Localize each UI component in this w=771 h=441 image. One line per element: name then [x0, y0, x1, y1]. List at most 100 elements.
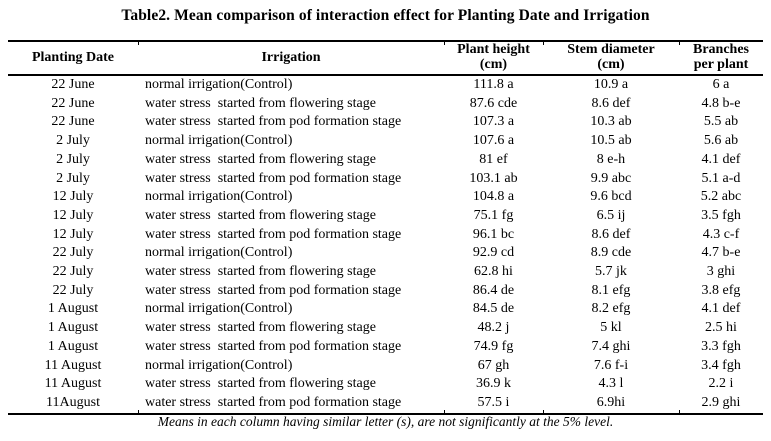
table-row: 22 July water stress started from pod fo… — [8, 282, 763, 301]
cell-planting-date: 22 June — [51, 114, 95, 130]
cell-branches-per-plant: 4.7 b-e — [701, 245, 741, 261]
col-header-irrigation: Irrigation — [138, 41, 444, 76]
cell-planting-date: 12 July — [52, 226, 94, 242]
cell-branches-per-plant: 3 ghi — [706, 264, 736, 280]
cell-stem-diameter: 8.9 cde — [590, 245, 632, 261]
col-header-stem-diameter-line2: (cm) — [597, 56, 625, 72]
cell-irrigation: water stress started from pod formation … — [145, 394, 402, 410]
table-row: 2 July water stress started from pod for… — [8, 170, 763, 189]
cell-irrigation: water stress started from flowering stag… — [145, 376, 376, 392]
cell-branches-per-plant: 4.1 def — [701, 151, 741, 167]
cell-planting-date: 1 August — [47, 338, 99, 354]
cell-stem-diameter: 8.1 efg — [591, 282, 631, 298]
cell-irrigation: water stress started from flowering stag… — [145, 95, 376, 111]
cell-branches-per-plant: 3.4 fgh — [701, 357, 741, 373]
cell-planting-date: 2 July — [56, 133, 90, 149]
table-title: Table2. Mean comparison of interaction e… — [121, 7, 650, 24]
col-header-plant-height-line1: Plant height — [457, 42, 530, 57]
column-rule-tick — [679, 409, 680, 414]
cell-irrigation: water stress started from pod formation … — [145, 282, 402, 298]
col-header-plant-height-line2: (cm) — [479, 56, 508, 72]
col-header-plant-height: Plant height (cm) — [444, 41, 543, 76]
cell-plant-height: 67 gh — [477, 357, 510, 373]
column-rule-tick — [543, 409, 544, 414]
cell-branches-per-plant: 4.8 b-e — [701, 95, 741, 111]
table-footnote: Means in each column having similar lett… — [157, 414, 614, 429]
cell-stem-diameter: 9.9 abc — [590, 170, 632, 186]
table-row: 2 July normal irrigation(Control) 107.6 … — [8, 132, 763, 151]
cell-planting-date: 22 July — [52, 282, 94, 298]
table-row: 22 July water stress started from flower… — [8, 263, 763, 282]
cell-stem-diameter: 6.5 ij — [596, 207, 626, 223]
cell-stem-diameter: 7.4 ghi — [591, 338, 631, 354]
col-header-planting-date: Planting Date — [8, 41, 138, 76]
cell-irrigation: normal irrigation(Control) — [145, 301, 293, 317]
cell-planting-date: 22 June — [51, 95, 95, 111]
cell-branches-per-plant: 2.2 i — [708, 376, 734, 392]
cell-irrigation: normal irrigation(Control) — [145, 77, 293, 92]
cell-irrigation: water stress started from flowering stag… — [145, 207, 376, 223]
cell-planting-date: 22 June — [51, 77, 95, 92]
cell-branches-per-plant: 3.5 fgh — [701, 207, 741, 223]
cell-irrigation: water stress started from pod formation … — [145, 170, 402, 186]
cell-irrigation: normal irrigation(Control) — [145, 245, 293, 261]
cell-plant-height: 111.8 a — [473, 77, 514, 92]
table-row: 2 July water stress started from floweri… — [8, 151, 763, 170]
col-header-stem-diameter: Stem diameter (cm) — [543, 41, 679, 76]
cell-plant-height: 81 ef — [479, 151, 508, 167]
table-row: 1 August water stress started from flowe… — [8, 319, 763, 338]
cell-irrigation: normal irrigation(Control) — [145, 133, 293, 149]
cell-branches-per-plant: 2.9 ghi — [701, 394, 741, 410]
header-row: Planting Date Irrigation Plant height (c… — [8, 41, 763, 76]
table-row: 22 June normal irrigation(Control) 111.8… — [8, 75, 763, 95]
col-header-branches: Branches per plant — [679, 41, 763, 76]
cell-plant-height: 36.9 k — [476, 376, 511, 392]
cell-plant-height: 92.9 cd — [472, 245, 515, 261]
column-rule-tick — [444, 409, 445, 414]
cell-branches-per-plant: 5.2 abc — [700, 189, 742, 205]
cell-plant-height: 62.8 hi — [474, 264, 513, 280]
cell-planting-date: 11August — [46, 394, 100, 410]
cell-plant-height: 107.6 a — [472, 133, 515, 149]
cell-plant-height: 84.5 de — [472, 301, 515, 317]
cell-branches-per-plant: 4.3 c-f — [702, 226, 740, 242]
cell-branches-per-plant: 5.5 ab — [703, 114, 739, 130]
cell-plant-height: 104.8 a — [472, 189, 515, 205]
col-header-branches-line2: per plant — [693, 56, 749, 72]
cell-stem-diameter: 5 kl — [600, 320, 622, 336]
cell-stem-diameter: 8.6 def — [591, 226, 631, 242]
cell-stem-diameter: 4.3 l — [598, 376, 624, 392]
table-row: 11August water stress started from pod f… — [8, 394, 763, 414]
table-row: 1 August water stress started from pod f… — [8, 338, 763, 357]
column-rule-tick — [138, 41, 139, 45]
cell-branches-per-plant: 3.8 efg — [701, 282, 741, 298]
cell-irrigation: normal irrigation(Control) — [145, 357, 293, 373]
col-header-branches-line1: Branches — [693, 42, 749, 57]
cell-planting-date: 22 July — [52, 264, 94, 280]
cell-stem-diameter: 10.5 ab — [590, 133, 632, 149]
table-row: 12 July water stress started from pod fo… — [8, 226, 763, 245]
cell-plant-height: 86.4 de — [472, 282, 515, 298]
column-rule-tick — [679, 41, 680, 45]
cell-irrigation: water stress started from pod formation … — [145, 114, 402, 130]
table-row: 22 July normal irrigation(Control) 92.9 … — [8, 244, 763, 263]
cell-plant-height: 87.6 cde — [469, 95, 518, 111]
cell-irrigation: water stress started from flowering stag… — [145, 151, 376, 167]
table-body: 22 June normal irrigation(Control) 111.8… — [8, 75, 763, 414]
cell-planting-date: 2 July — [56, 151, 90, 167]
cell-stem-diameter: 8 e-h — [596, 151, 626, 167]
cell-branches-per-plant: 6 a — [712, 77, 730, 92]
cell-planting-date: 2 July — [56, 170, 90, 186]
cell-branches-per-plant: 5.6 ab — [703, 133, 739, 149]
cell-planting-date: 1 August — [47, 301, 99, 317]
cell-planting-date: 11 August — [44, 357, 102, 373]
cell-planting-date: 12 July — [52, 189, 94, 205]
cell-plant-height: 96.1 bc — [472, 226, 515, 242]
table-row: 11 August normal irrigation(Control) 67 … — [8, 357, 763, 376]
cell-plant-height: 74.9 fg — [473, 338, 514, 354]
cell-irrigation: water stress started from pod formation … — [145, 338, 402, 354]
cell-irrigation: water stress started from flowering stag… — [145, 320, 376, 336]
cell-branches-per-plant: 5.1 a-d — [701, 170, 741, 186]
cell-irrigation: normal irrigation(Control) — [145, 189, 293, 205]
table-row: 12 July normal irrigation(Control) 104.8… — [8, 188, 763, 207]
